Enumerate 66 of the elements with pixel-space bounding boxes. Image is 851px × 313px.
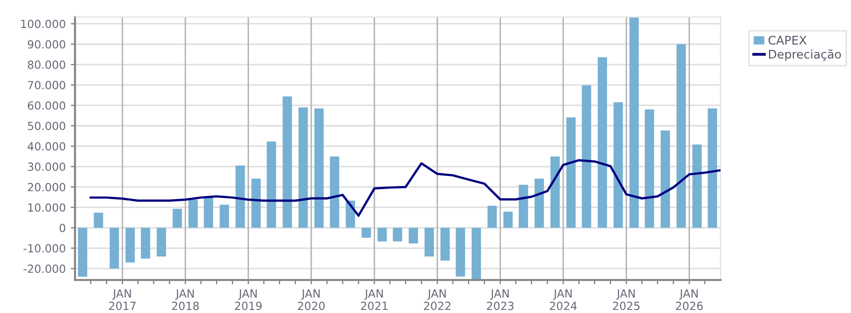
legend-label: CAPEX	[768, 36, 806, 45]
y-tick-label: 50.000	[28, 122, 66, 130]
line-series	[90, 159, 720, 217]
bar	[156, 228, 166, 257]
bar	[266, 141, 276, 228]
y-tick-label: 90.000	[28, 40, 66, 49]
x-tick-label: JAN 2019	[234, 289, 262, 310]
bar	[204, 197, 214, 228]
bar	[582, 85, 592, 228]
x-tick-label: JAN 2022	[424, 289, 450, 310]
x-tick-label: JAN 2018	[172, 289, 199, 310]
x-tick-label: JAN 2017	[109, 289, 136, 310]
bar	[314, 108, 324, 228]
bar	[298, 107, 308, 228]
y-tick-label: 60.000	[28, 101, 66, 110]
bar	[424, 228, 434, 257]
bar	[282, 96, 292, 228]
bar	[220, 204, 230, 228]
bar	[644, 109, 654, 228]
bar	[110, 228, 119, 269]
y-tick-label: 30.000	[28, 162, 66, 171]
bar	[598, 57, 608, 228]
bar	[236, 166, 245, 228]
bar	[629, 18, 639, 228]
bar	[518, 184, 528, 228]
x-tick-label: JAN 2026	[676, 289, 703, 310]
bar	[78, 228, 88, 277]
x-tick-label: JAN 2020	[298, 289, 325, 310]
bar	[708, 108, 718, 228]
bar	[566, 117, 576, 228]
y-tick-label: 10.000	[28, 203, 66, 212]
y-tick-label: 70.000	[28, 80, 66, 90]
bar	[692, 144, 702, 228]
x-tick-label: JAN 2023	[486, 289, 514, 310]
y-tick-label: 40.000	[28, 142, 66, 151]
y-tick-label: 80.000	[28, 60, 66, 69]
bar	[392, 228, 402, 242]
bar	[550, 156, 560, 228]
y-tick-label: 0	[60, 224, 66, 232]
y-tick-label: -10.000	[24, 244, 66, 253]
y-tick-label: 20.000	[28, 182, 66, 192]
bar	[472, 228, 481, 280]
bar	[377, 228, 387, 242]
bar	[456, 228, 466, 277]
y-tick-label: -20.000	[24, 264, 66, 273]
bar	[140, 228, 150, 259]
x-tick-label: JAN 2024	[550, 289, 577, 310]
bar	[362, 228, 371, 238]
bar	[534, 178, 544, 228]
bar	[440, 228, 450, 261]
bar	[488, 206, 497, 228]
x-tick-label: JAN 2025	[613, 289, 640, 310]
bar	[660, 130, 670, 228]
bar	[408, 228, 418, 244]
bar	[330, 156, 340, 228]
bar	[172, 208, 182, 228]
bar	[94, 212, 104, 228]
bar	[126, 228, 135, 262]
bar	[503, 212, 513, 228]
y-tick-label: 100.000	[21, 20, 66, 28]
bar	[251, 178, 261, 228]
bar	[188, 200, 198, 228]
bar	[614, 102, 623, 228]
x-tick-label: JAN 2021	[361, 289, 388, 310]
legend-label: Depreciação	[769, 49, 841, 61]
bar	[676, 44, 686, 228]
